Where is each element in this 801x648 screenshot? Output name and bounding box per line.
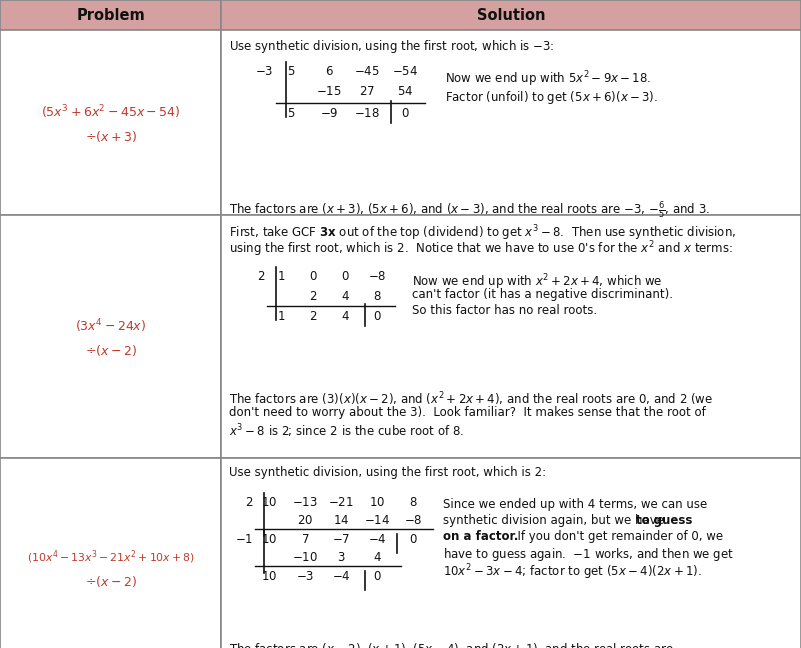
Text: $-54$: $-54$	[392, 65, 418, 78]
Text: $5$: $5$	[287, 107, 296, 120]
Text: $-14$: $-14$	[364, 514, 390, 527]
Text: don't need to worry about the 3).  Look familiar?  It makes sense that the root : don't need to worry about the 3). Look f…	[229, 406, 706, 419]
Text: on a factor.: on a factor.	[443, 530, 518, 543]
Text: $10$: $10$	[369, 496, 385, 509]
Text: Use synthetic division, using the first root, which is 2:: Use synthetic division, using the first …	[229, 466, 546, 479]
Text: $-4$: $-4$	[368, 533, 386, 546]
Text: $(10x^4-13x^3-21x^2+10x+8)$: $(10x^4-13x^3-21x^2+10x+8)$	[26, 549, 195, 566]
Text: $-21$: $-21$	[328, 496, 354, 509]
Text: $(5x^3+6x^2-45x-54)$: $(5x^3+6x^2-45x-54)$	[41, 104, 180, 121]
Text: Solution: Solution	[477, 8, 545, 23]
Text: $x^3-8$ is 2; since 2 is the cube root of 8.: $x^3-8$ is 2; since 2 is the cube root o…	[229, 422, 464, 439]
Text: $-13$: $-13$	[292, 496, 318, 509]
Text: can't factor (it has a negative discriminant).: can't factor (it has a negative discrimi…	[412, 288, 673, 301]
Bar	[0, 458, 221, 648]
Text: $14$: $14$	[333, 514, 349, 527]
Text: $1$: $1$	[277, 270, 285, 283]
Text: $-18$: $-18$	[354, 107, 380, 120]
Text: If you don't get remainder of 0, we: If you don't get remainder of 0, we	[510, 530, 723, 543]
Text: $6$: $6$	[324, 65, 333, 78]
Text: $54$: $54$	[396, 85, 413, 98]
Text: $-7$: $-7$	[332, 533, 350, 546]
Text: $-8$: $-8$	[368, 270, 386, 283]
Text: $0$: $0$	[372, 570, 381, 583]
Text: $-1$: $-1$	[235, 533, 253, 546]
Text: $-45$: $-45$	[354, 65, 380, 78]
Text: $\div(x+3)$: $\div(x+3)$	[85, 129, 136, 144]
Text: $2$: $2$	[244, 496, 253, 509]
Bar	[0, 30, 221, 215]
Text: $-3$: $-3$	[296, 570, 314, 583]
Text: synthetic division again, but we have: synthetic division again, but we have	[443, 514, 668, 527]
Text: Now we end up with $5x^2-9x-18$.: Now we end up with $5x^2-9x-18$.	[445, 69, 651, 89]
Text: Problem: Problem	[76, 8, 145, 23]
Text: to guess: to guess	[636, 514, 692, 527]
Text: $2$: $2$	[309, 310, 317, 323]
Text: $2$: $2$	[256, 270, 265, 283]
Text: $4$: $4$	[340, 310, 349, 323]
Text: $10$: $10$	[261, 533, 277, 546]
Text: Now we end up with $x^2+2x+4$, which we: Now we end up with $x^2+2x+4$, which we	[412, 272, 662, 292]
Text: $-15$: $-15$	[316, 85, 342, 98]
Text: using the first root, which is 2.  Notice that we have to use 0's for the $x^2$ : using the first root, which is 2. Notice…	[229, 239, 733, 259]
Text: have to guess again.  $-1$ works, and then we get: have to guess again. $-1$ works, and the…	[443, 546, 734, 563]
Bar	[221, 0, 801, 30]
Text: So this factor has no real roots.: So this factor has no real roots.	[412, 304, 597, 317]
Text: Since we ended up with 4 terms, we can use: Since we ended up with 4 terms, we can u…	[443, 498, 707, 511]
Text: $8$: $8$	[409, 496, 417, 509]
Text: $-8$: $-8$	[404, 514, 422, 527]
Text: $0$: $0$	[400, 107, 409, 120]
Text: $5$: $5$	[287, 65, 296, 78]
Text: Use synthetic division, using the first root, which is $-3$:: Use synthetic division, using the first …	[229, 38, 554, 55]
Text: $2$: $2$	[309, 290, 317, 303]
Text: $0$: $0$	[340, 270, 349, 283]
Bar	[221, 30, 801, 215]
Text: $-10$: $-10$	[292, 551, 318, 564]
Text: $-4$: $-4$	[332, 570, 350, 583]
Text: The factors are $(x+3)$, $(5x+6)$, and $(x-3)$, and the real roots are $-3$, $-\: The factors are $(x+3)$, $(5x+6)$, and $…	[229, 199, 710, 221]
Text: $10x^2-3x-4$; factor to get $(5x-4)(2x+1)$.: $10x^2-3x-4$; factor to get $(5x-4)(2x+1…	[443, 562, 702, 582]
Text: $4$: $4$	[372, 551, 381, 564]
Text: $0$: $0$	[372, 310, 381, 323]
Bar	[0, 215, 221, 458]
Text: $0$: $0$	[308, 270, 317, 283]
Bar	[0, 0, 221, 30]
Text: $\div(x-2)$: $\div(x-2)$	[85, 343, 136, 358]
Text: $-9$: $-9$	[320, 107, 338, 120]
Text: $0$: $0$	[409, 533, 417, 546]
Text: $10$: $10$	[261, 496, 277, 509]
Text: $7$: $7$	[300, 533, 309, 546]
Text: $(3x^4-24x)$: $(3x^4-24x)$	[75, 318, 146, 335]
Text: First, take GCF $\mathbf{3x}$ out of the top (dividend) to get $x^3-8$.  Then us: First, take GCF $\mathbf{3x}$ out of the…	[229, 223, 736, 242]
Text: $3$: $3$	[336, 551, 345, 564]
Text: The factors are $(x-2)$, $(x+1)$, $(5x-4)$, and $(2x+1)$, and the real roots are: The factors are $(x-2)$, $(x+1)$, $(5x-4…	[229, 641, 674, 648]
Text: $10$: $10$	[261, 570, 277, 583]
Text: Factor (unfoil) to get $(5x+6)(x-3)$.: Factor (unfoil) to get $(5x+6)(x-3)$.	[445, 89, 658, 106]
Bar	[221, 215, 801, 458]
Text: $20$: $20$	[297, 514, 313, 527]
Text: $\div(x-2)$: $\div(x-2)$	[85, 574, 136, 589]
Text: $-3$: $-3$	[255, 65, 273, 78]
Text: $27$: $27$	[359, 85, 375, 98]
Text: $8$: $8$	[372, 290, 381, 303]
Text: The factors are $(3)(x)(x-2)$, and $\left(x^2+2x+4\right)$, and the real roots a: The factors are $(3)(x)(x-2)$, and $\lef…	[229, 390, 713, 408]
Text: $1$: $1$	[277, 310, 285, 323]
Text: $4$: $4$	[340, 290, 349, 303]
Bar	[221, 458, 801, 648]
